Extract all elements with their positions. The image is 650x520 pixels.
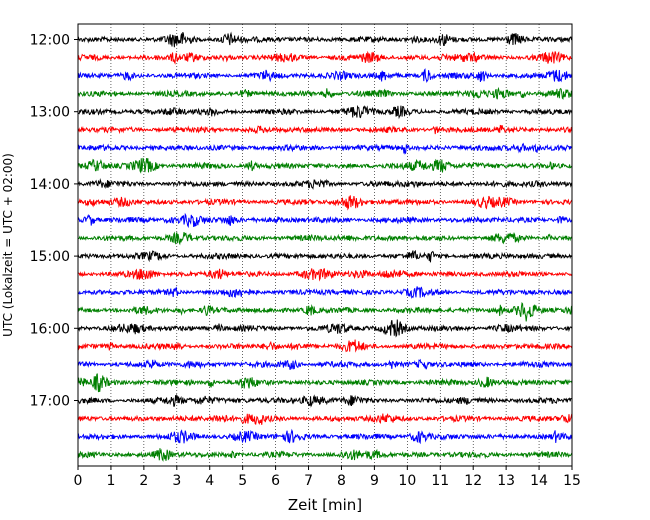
x-tick-label-11: 11 (431, 473, 449, 489)
trace-13 (77, 268, 573, 282)
trace-18 (77, 358, 573, 370)
x-tick-label-14: 14 (530, 473, 548, 489)
trace-15 (77, 301, 573, 322)
trace-20 (77, 393, 573, 408)
trace-7 (77, 157, 573, 174)
x-tick-label-13: 13 (497, 473, 515, 489)
x-tick-label-5: 5 (238, 473, 247, 489)
trace-11 (77, 231, 573, 246)
x-tick-label-12: 12 (464, 473, 482, 489)
plot-background (78, 24, 572, 466)
trace-9 (77, 195, 573, 211)
y-axis-label: UTC (Lokalzeit = UTC + 02:00) (1, 153, 15, 337)
trace-22 (77, 428, 573, 445)
trace-10 (77, 212, 573, 229)
x-tick-label-7: 7 (304, 473, 313, 489)
trace-5 (77, 124, 573, 135)
x-tick-label-4: 4 (205, 473, 214, 489)
plot-frame (77, 23, 573, 467)
x-tick-label-2: 2 (139, 473, 148, 489)
trace-17 (77, 339, 573, 353)
y-axis-ticks: 12:00 13:00 14:00 15:00 16:00 17:00 (30, 33, 78, 410)
y-tick-label-1: 13:00 (30, 105, 70, 121)
x-tick-label-8: 8 (337, 473, 346, 489)
seismic-traces (77, 31, 573, 462)
trace-8 (77, 178, 573, 190)
trace-6 (77, 142, 573, 155)
trace-4 (77, 104, 573, 120)
y-tick-label-2: 14:00 (30, 177, 70, 193)
y-tick-label-5: 17:00 (30, 394, 70, 410)
trace-3 (77, 86, 573, 100)
x-axis-ticks: 0 1 2 3 4 5 6 7 8 9 10 11 12 13 14 15 (74, 466, 581, 489)
x-tick-label-15: 15 (563, 473, 581, 489)
x-tick-label-6: 6 (271, 473, 280, 489)
y-tick-label-4: 16:00 (30, 321, 70, 337)
x-tick-label-9: 9 (370, 473, 379, 489)
trace-12 (77, 249, 573, 263)
trace-14 (77, 286, 573, 299)
y-tick-label-3: 15:00 (30, 249, 70, 265)
x-axis-label: Zeit [min] (288, 496, 362, 514)
trace-16 (77, 319, 573, 338)
x-tick-label-3: 3 (172, 473, 181, 489)
x-tick-label-0: 0 (74, 473, 83, 489)
y-tick-label-0: 12:00 (30, 33, 70, 49)
trace-21 (77, 413, 573, 426)
trace-23 (77, 448, 573, 462)
trace-2 (77, 68, 573, 84)
trace-19 (77, 373, 573, 393)
trace-1 (77, 50, 573, 65)
x-tick-label-10: 10 (398, 473, 416, 489)
trace-0 (77, 31, 573, 48)
x-tick-label-1: 1 (106, 473, 115, 489)
